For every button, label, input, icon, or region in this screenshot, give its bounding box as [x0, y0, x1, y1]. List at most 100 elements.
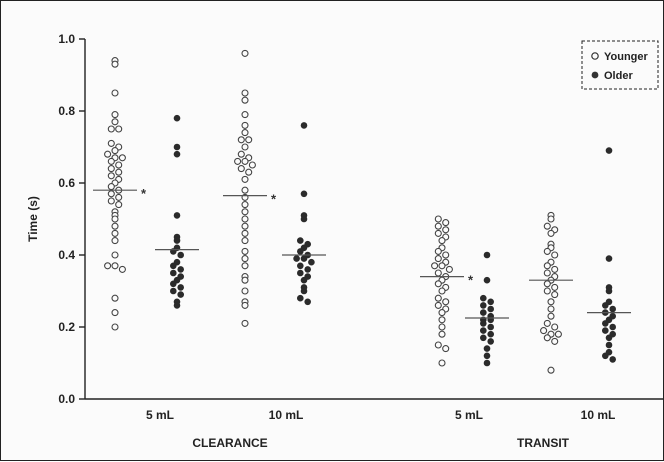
younger-point [234, 157, 242, 165]
younger-point [438, 262, 446, 270]
younger-point [241, 319, 249, 327]
y-tick-label: 0.8 [58, 104, 75, 118]
older-point [177, 266, 184, 273]
older-point [304, 298, 312, 306]
older-point [602, 352, 609, 360]
older-point [297, 237, 304, 244]
older-point [297, 294, 304, 302]
younger-point [438, 330, 446, 338]
older-point [177, 284, 184, 291]
younger-point [540, 327, 548, 335]
younger-point [241, 186, 249, 194]
younger-point [551, 323, 559, 331]
younger-point [115, 125, 123, 133]
x-label-transit-5ml: 5 mL [455, 408, 483, 422]
older-point [480, 309, 487, 316]
group-label-transit: TRANSIT [517, 436, 570, 450]
older-point [605, 287, 613, 295]
older-point [300, 287, 308, 295]
older-point [602, 327, 609, 334]
axes [84, 39, 664, 400]
older-point [487, 298, 495, 306]
younger-point [438, 237, 446, 245]
younger-point [107, 190, 115, 198]
older-point [297, 269, 304, 277]
younger-point [107, 172, 115, 180]
y-tick-label: 1.0 [58, 32, 75, 46]
younger-point [438, 359, 446, 367]
younger-point [434, 280, 442, 288]
younger-point [115, 193, 123, 201]
younger-point [547, 312, 555, 320]
younger-point [237, 150, 245, 158]
younger-point [543, 262, 551, 270]
younger-point [442, 298, 450, 306]
older-point [483, 251, 491, 259]
younger-point [237, 136, 245, 144]
younger-point [107, 157, 115, 165]
younger-point [111, 294, 119, 302]
younger-point [241, 208, 249, 216]
younger-point [111, 60, 119, 68]
legend-box [581, 40, 659, 90]
younger-point [241, 201, 249, 209]
x-label-clearance-5ml: 5 mL [146, 408, 174, 422]
younger-point [241, 301, 249, 309]
younger-point [241, 222, 249, 230]
older-point [173, 302, 181, 309]
older-point [170, 269, 177, 277]
younger-point [111, 89, 119, 97]
older-point [173, 114, 181, 122]
older-point [605, 147, 613, 154]
younger-point [111, 237, 119, 245]
younger-point [543, 247, 551, 255]
younger-point [111, 118, 119, 126]
legend: Younger Older [581, 40, 659, 90]
younger-point [543, 319, 551, 327]
older-point [300, 255, 308, 262]
younger-point [104, 150, 112, 158]
younger-point [547, 366, 555, 374]
younger-point [442, 219, 450, 227]
younger-point [434, 215, 442, 223]
x-group-labels: CLEARANCE TRANSIT [192, 436, 569, 450]
older-point [293, 255, 300, 262]
y-ticks: 0.0 0.2 0.4 0.6 0.8 1.0 [58, 32, 85, 406]
younger-point [551, 337, 559, 345]
younger-point [241, 229, 249, 237]
significance-star: * [141, 186, 147, 201]
y-tick-label: 0.4 [58, 248, 75, 262]
group-label-clearance: CLEARANCE [192, 436, 267, 450]
older-point [609, 356, 616, 363]
younger-point [107, 165, 115, 173]
older-point [487, 330, 495, 338]
younger-point [241, 247, 249, 255]
younger-point [554, 330, 562, 338]
younger-point [241, 89, 249, 97]
younger-point [111, 309, 119, 317]
older-point [605, 341, 613, 349]
younger-point [547, 229, 555, 237]
younger-point [107, 183, 115, 191]
older-point [170, 287, 177, 295]
younger-point [237, 165, 245, 173]
younger-point [241, 111, 249, 119]
older-point [602, 320, 609, 327]
older-point [480, 302, 487, 309]
younger-point [434, 229, 442, 237]
older-point [602, 302, 609, 309]
younger-point [241, 287, 249, 295]
younger-point [111, 229, 119, 237]
older-point [605, 334, 613, 342]
significance-star: * [271, 192, 277, 207]
y-axis-title: Time (s) [26, 196, 40, 242]
younger-point [241, 175, 249, 183]
y-tick-label: 0.6 [58, 176, 75, 190]
older-point [173, 212, 181, 219]
younger-point [547, 215, 555, 223]
younger-point [111, 323, 119, 331]
younger-point [245, 136, 253, 144]
older-point [480, 294, 487, 302]
younger-point [111, 111, 119, 119]
